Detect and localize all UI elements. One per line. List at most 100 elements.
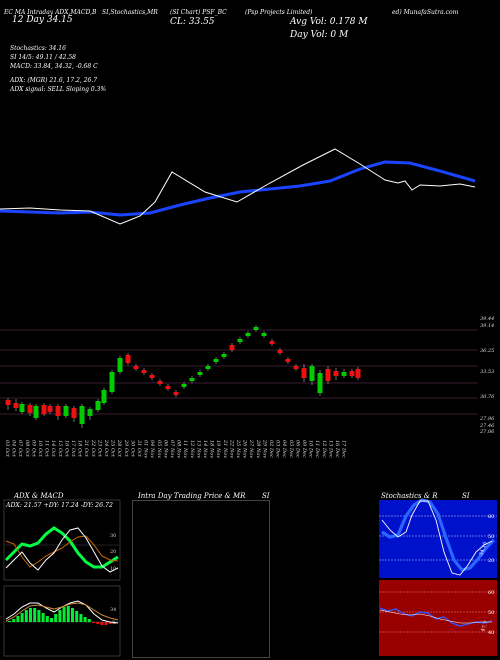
date-axis-label: 04 Oct (11, 440, 17, 458)
date-axis-label: 02 Dec (268, 440, 274, 458)
minus-di-line (5, 535, 119, 568)
stochastic-panel-tag: SI (462, 492, 470, 500)
candle-body (317, 373, 323, 393)
candle-body (341, 372, 347, 376)
date-axis-label: 08 Oct (24, 440, 30, 458)
date-axis-label: 01 Nov (143, 440, 149, 458)
macd-histogram-bar (87, 619, 91, 622)
adx-values: ADX: 21.57 +DY: 17.24 -DY: 26.72 (5, 502, 113, 509)
indicators-label: EC MA Intraday ADX,MACD,B (4, 9, 97, 16)
candle-body (109, 372, 115, 392)
price-axis-label: 39.44 (480, 316, 494, 322)
date-axis-label: 22 Nov (228, 439, 234, 458)
macd-histogram-bar (62, 607, 66, 622)
date-axis-label: 06 Dec (294, 440, 300, 458)
macd-histogram-bar (24, 610, 28, 622)
macd-histogram-bar (50, 618, 53, 622)
macd-histogram-bar (108, 622, 112, 624)
macd-histogram-bar (79, 614, 83, 622)
candle-body (245, 333, 251, 336)
open-label: 12 Day 34.15 (12, 15, 73, 25)
candle-body (165, 386, 171, 389)
adx-panel-title: ADX & MACD (14, 492, 64, 500)
candle-body (41, 405, 47, 414)
price-axis-label: 30.76 (480, 394, 495, 400)
candle-body (33, 406, 39, 418)
moving-average-chart (0, 148, 476, 225)
intraday-panel-tag: SI (262, 492, 270, 500)
candle-body (229, 345, 235, 350)
macd-histogram-bar (75, 611, 79, 622)
rsi-signal-line (379, 609, 492, 624)
price-axis-label: 27.96 (479, 416, 495, 422)
date-axis-label: 29 Nov (261, 439, 267, 458)
date-axis-label: 13 Nov (195, 440, 201, 458)
macd-histogram-bar (66, 606, 70, 622)
candle-body (213, 359, 219, 362)
candle-body (117, 358, 123, 372)
macd-level-0: 0 (112, 620, 115, 626)
plus-di-line (4, 526, 119, 569)
date-axis-label: 10 Dec (308, 440, 314, 458)
source-label[interactable]: ed) MunafaSutra.com (392, 9, 459, 16)
macd-level-34: 34 (110, 607, 116, 613)
candle-body (87, 409, 93, 416)
candle-body (79, 406, 85, 424)
price-axis-label: 39.14 (480, 323, 494, 329)
stochastic-stat: Stochastics: 34.16 (10, 45, 66, 52)
macd-histogram-bar (37, 610, 41, 622)
date-axis-label: 21 Oct (83, 439, 89, 458)
candle-body (63, 406, 69, 416)
date-axis-label: 23 Oct (96, 439, 102, 458)
intraday-panel-title: Intra Day Trading Price & MR (138, 492, 246, 500)
macd-histogram-bar (92, 622, 95, 623)
adx-level-20: 20 (110, 549, 116, 555)
adx-level-10: 10 (110, 566, 116, 572)
macd-histogram-bar (12, 619, 16, 622)
company-label: (Psp Projects Limited) (245, 9, 313, 16)
date-axis-label: 26 Nov (242, 439, 248, 458)
date-axis-label: 15 Oct (57, 440, 63, 458)
date-axis-label: 04 Dec (281, 440, 287, 458)
candle-body (221, 354, 227, 357)
candle-body (181, 384, 187, 387)
day-vol-label: Day Vol: 0 M (290, 30, 349, 40)
date-axis-label: 25 Nov (235, 439, 241, 458)
price-axis-label: 27.46 (479, 423, 495, 429)
date-axis-label: 31 Oct (136, 440, 142, 458)
macd-histogram-bar (29, 608, 32, 622)
date-axis-label: 05 Dec (288, 440, 294, 458)
macd-histogram-bar (16, 616, 20, 622)
stochastic-level-80: 80 (488, 514, 494, 520)
adx-level-30: 30 (110, 533, 116, 539)
date-axis-label: 29 Oct (123, 439, 129, 458)
candle-body (95, 401, 101, 410)
moving-average-line (0, 160, 476, 217)
date-axis-label: 30 Oct (129, 440, 135, 458)
stochastic-level-20: 20 (488, 558, 494, 564)
candle-body (355, 369, 361, 378)
date-axis-label: 27 Nov (248, 439, 254, 458)
stochastic-label: SI,Stochastics,MR (102, 9, 158, 16)
date-axis-label: 11 Nov (182, 440, 188, 458)
date-axis-label: 04 Nov (149, 440, 155, 458)
price-axis-label: 36.25 (480, 348, 494, 354)
candle-body (47, 406, 53, 412)
date-axis-label: 09 Oct (30, 440, 36, 458)
stochastic-k-line (381, 498, 496, 572)
macd-histogram-bar (45, 616, 49, 622)
macd-histogram-bar (96, 622, 100, 624)
date-axis-label: 07 Nov (169, 440, 175, 458)
candles-group (5, 325, 361, 428)
candle-body (141, 370, 147, 373)
date-axis-label: 16 Oct (63, 440, 69, 458)
si-stat: SI 14/5: 49.11 / 42.58 (10, 54, 76, 61)
candle-body (277, 350, 283, 353)
candle-body (301, 368, 307, 378)
stochastic-d-line (381, 500, 493, 576)
date-axis-label: 21 Nov (222, 439, 228, 458)
macd-signal-line (5, 602, 119, 622)
date-axis-label: 06 Nov (162, 440, 168, 458)
avg-vol-label: Avg Vol: 0.178 M (290, 17, 368, 27)
candle-body (55, 406, 61, 416)
